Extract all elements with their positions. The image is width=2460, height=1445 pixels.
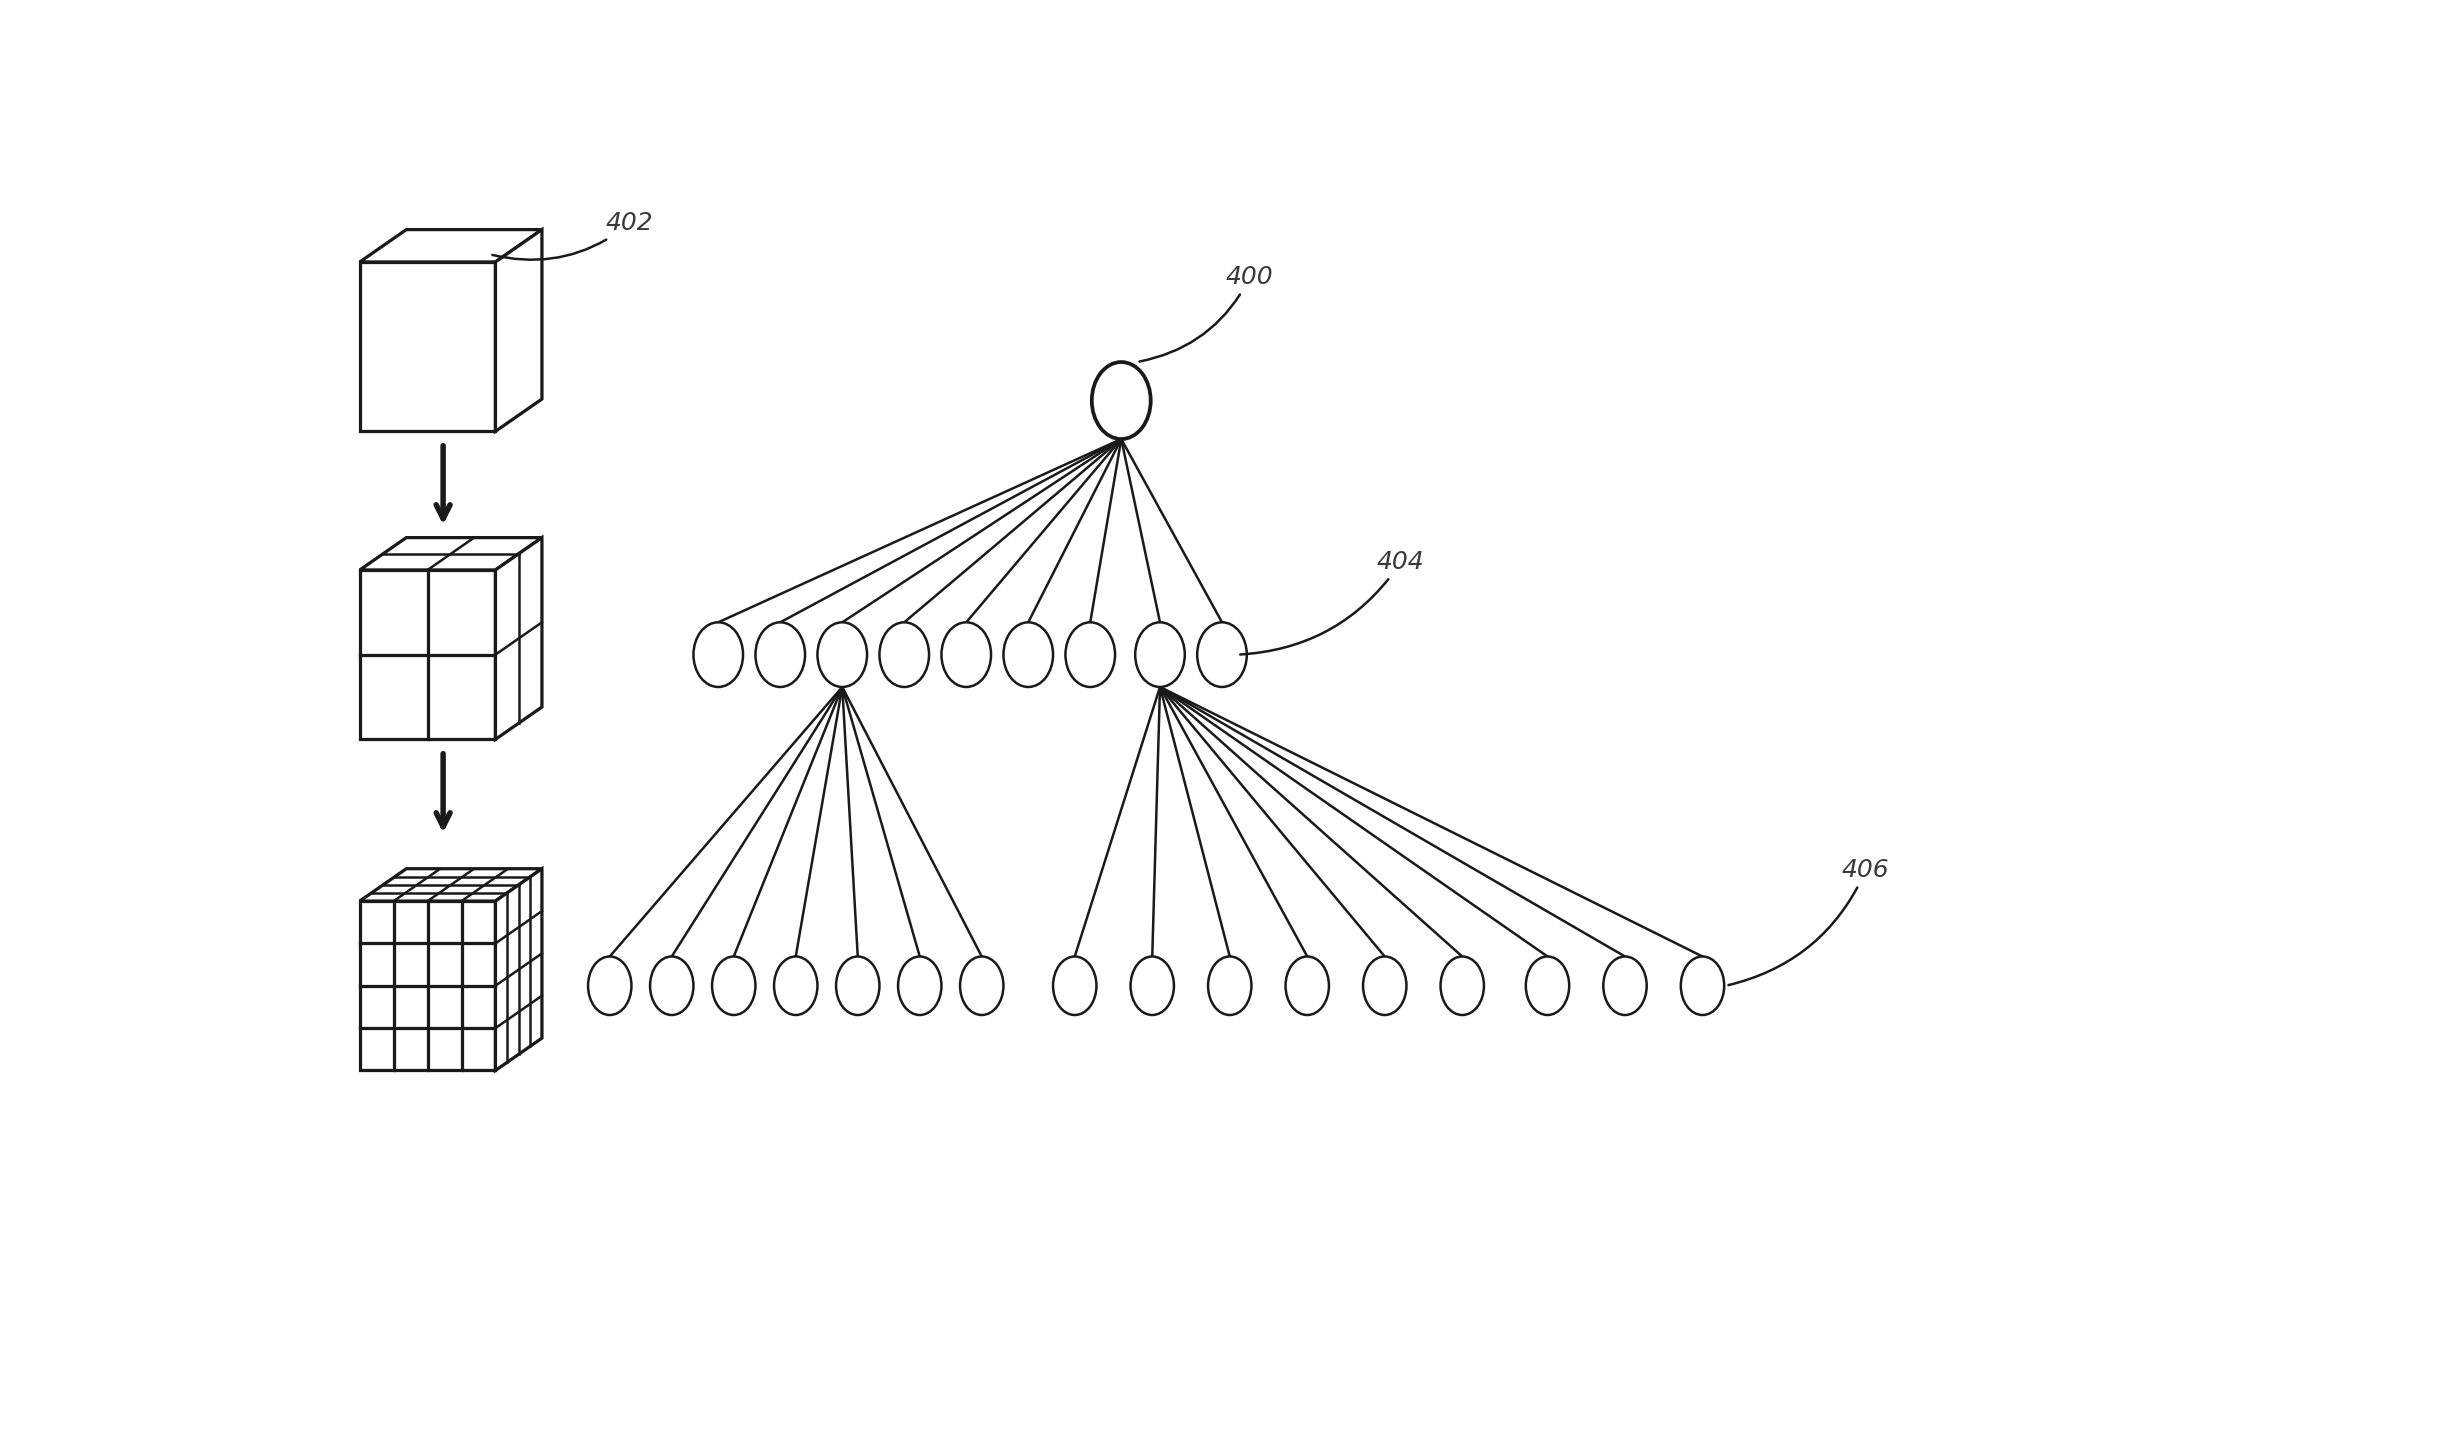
Ellipse shape [1065, 623, 1114, 686]
Ellipse shape [817, 623, 866, 686]
Polygon shape [359, 262, 494, 432]
Ellipse shape [1525, 957, 1569, 1014]
Ellipse shape [1092, 363, 1151, 439]
Ellipse shape [1604, 957, 1646, 1014]
Ellipse shape [881, 623, 930, 686]
Ellipse shape [1680, 957, 1724, 1014]
Ellipse shape [1442, 957, 1483, 1014]
Ellipse shape [1134, 623, 1186, 686]
Ellipse shape [1198, 623, 1247, 686]
Text: 404: 404 [1240, 551, 1424, 655]
Ellipse shape [694, 623, 743, 686]
Ellipse shape [1287, 957, 1328, 1014]
Ellipse shape [1132, 957, 1173, 1014]
Ellipse shape [588, 957, 632, 1014]
Ellipse shape [1363, 957, 1407, 1014]
Ellipse shape [775, 957, 817, 1014]
Text: 402: 402 [492, 211, 654, 260]
Text: 400: 400 [1139, 266, 1274, 361]
Ellipse shape [959, 957, 1004, 1014]
Ellipse shape [1004, 623, 1053, 686]
Text: 406: 406 [1729, 858, 1889, 985]
Polygon shape [359, 569, 494, 740]
Polygon shape [359, 868, 541, 902]
Ellipse shape [898, 957, 942, 1014]
Ellipse shape [836, 957, 881, 1014]
Ellipse shape [1208, 957, 1252, 1014]
Ellipse shape [755, 623, 804, 686]
Polygon shape [494, 868, 541, 1071]
Ellipse shape [711, 957, 755, 1014]
Polygon shape [494, 230, 541, 432]
Polygon shape [359, 902, 494, 1071]
Ellipse shape [649, 957, 694, 1014]
Polygon shape [494, 538, 541, 740]
Ellipse shape [942, 623, 991, 686]
Ellipse shape [1053, 957, 1097, 1014]
Polygon shape [359, 538, 541, 569]
Polygon shape [359, 230, 541, 262]
